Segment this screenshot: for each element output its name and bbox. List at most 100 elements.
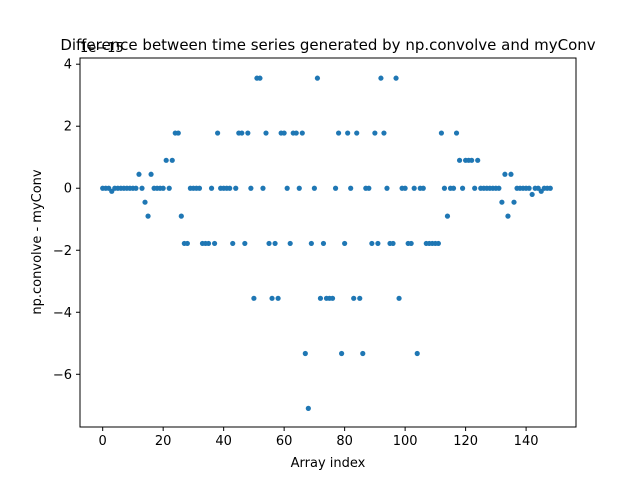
plot-frame xyxy=(79,57,577,428)
data-point xyxy=(275,295,281,301)
data-point xyxy=(456,157,463,163)
data-point xyxy=(166,185,172,191)
x-tick-label: 140 xyxy=(514,434,539,449)
data-point xyxy=(145,213,151,219)
data-point xyxy=(139,185,145,191)
data-point xyxy=(251,295,257,301)
data-point xyxy=(435,240,441,247)
data-point xyxy=(420,185,426,191)
data-point xyxy=(320,240,327,247)
y-tick-label: −2 xyxy=(53,244,72,259)
data-point xyxy=(369,240,375,247)
x-tick-label: 80 xyxy=(336,434,353,449)
data-point xyxy=(469,157,475,163)
data-point xyxy=(411,185,417,191)
data-points xyxy=(100,75,553,411)
data-point xyxy=(351,295,357,301)
data-point xyxy=(305,405,311,411)
data-point xyxy=(148,171,154,177)
data-point xyxy=(472,185,478,191)
data-point xyxy=(196,185,203,191)
data-point xyxy=(230,240,236,247)
x-axis-label: Array index xyxy=(291,456,366,471)
data-point xyxy=(233,185,239,191)
data-point xyxy=(511,199,517,205)
data-point xyxy=(272,240,278,247)
data-point xyxy=(342,240,348,247)
data-point xyxy=(296,185,302,191)
x-tick-label: 100 xyxy=(393,434,418,449)
data-point xyxy=(332,185,339,191)
chart-title: Difference between time series generated… xyxy=(60,36,595,54)
data-point xyxy=(339,350,345,357)
data-point xyxy=(408,240,414,247)
x-axis-ticks: 0 20 40 60 80 100 120 140 xyxy=(99,427,539,449)
data-point xyxy=(215,130,221,136)
data-point xyxy=(526,185,532,191)
data-point xyxy=(438,130,445,136)
data-point xyxy=(293,130,299,136)
data-point xyxy=(414,350,420,357)
data-point xyxy=(136,171,142,177)
data-point xyxy=(475,157,481,163)
data-point xyxy=(175,130,181,136)
data-point xyxy=(317,295,324,301)
data-point xyxy=(441,185,448,191)
data-point xyxy=(459,185,466,191)
data-point xyxy=(329,295,336,301)
data-point xyxy=(381,130,387,136)
data-point xyxy=(178,213,184,219)
data-point xyxy=(453,130,460,136)
data-point xyxy=(281,130,287,136)
data-point xyxy=(366,185,372,191)
data-point xyxy=(269,295,275,301)
data-point xyxy=(348,185,354,191)
data-point xyxy=(211,240,218,247)
data-point xyxy=(502,171,508,177)
data-point xyxy=(227,185,233,191)
x-tick-label: 60 xyxy=(276,434,293,449)
y-axis-offset-label: 1e−15 xyxy=(80,41,124,56)
y-tick-label: 2 xyxy=(64,120,72,135)
y-axis-ticks: −6 −4 −2 0 2 4 xyxy=(53,58,80,383)
data-point xyxy=(378,75,384,81)
data-point xyxy=(357,295,363,301)
data-point xyxy=(284,185,290,191)
data-point xyxy=(372,130,378,136)
data-point xyxy=(390,240,396,247)
x-tick-label: 40 xyxy=(215,434,232,449)
data-point xyxy=(263,130,269,136)
x-tick-label: 20 xyxy=(155,434,172,449)
data-point xyxy=(450,185,457,191)
data-point xyxy=(505,213,511,219)
data-point xyxy=(314,75,321,81)
data-point xyxy=(308,240,314,247)
data-point xyxy=(360,350,366,357)
y-tick-label: −6 xyxy=(53,368,72,383)
data-point xyxy=(444,213,451,219)
data-point xyxy=(260,185,266,191)
x-tick-label: 120 xyxy=(453,434,478,449)
data-point xyxy=(142,199,148,205)
data-point xyxy=(266,240,272,247)
data-point xyxy=(257,75,263,81)
data-point xyxy=(287,240,293,247)
data-point xyxy=(208,185,215,191)
data-point xyxy=(299,130,305,136)
data-point xyxy=(184,240,190,247)
data-point xyxy=(242,240,248,247)
data-point xyxy=(311,185,317,191)
data-point xyxy=(133,185,139,191)
y-tick-label: 0 xyxy=(64,182,72,197)
data-point xyxy=(205,240,212,247)
data-point xyxy=(245,130,251,136)
y-tick-label: −4 xyxy=(53,306,72,321)
data-point xyxy=(160,185,166,191)
data-point xyxy=(375,240,381,247)
data-point xyxy=(393,75,399,81)
data-point xyxy=(302,350,308,357)
data-point xyxy=(354,130,360,136)
data-point xyxy=(335,130,342,136)
data-point xyxy=(402,185,408,191)
